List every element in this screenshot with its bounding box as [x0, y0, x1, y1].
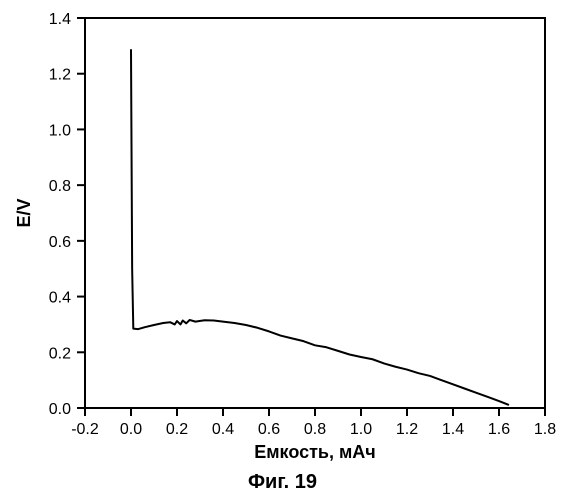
x-tick-label: 1.4: [442, 421, 464, 438]
x-tick-label: 0.4: [212, 421, 234, 438]
x-tick-label: -0.2: [71, 421, 99, 438]
y-tick-label: 0.2: [49, 345, 71, 362]
x-tick-label: 0.8: [304, 421, 326, 438]
y-tick-label: 0.8: [49, 178, 71, 195]
x-tick-label: 0.6: [258, 421, 280, 438]
x-tick-label: 1.8: [534, 421, 556, 438]
y-tick-label: 0.6: [49, 234, 71, 251]
x-tick-label: 0.0: [120, 421, 142, 438]
y-tick-label: 1.2: [49, 67, 71, 84]
x-tick-label: 1.0: [350, 421, 372, 438]
figure-caption: Фиг. 19: [248, 471, 317, 493]
y-tick-label: 1.4: [49, 11, 71, 28]
x-tick-label: 0.2: [166, 421, 188, 438]
y-axis-label: E/V: [14, 198, 34, 227]
x-axis-label: Емкость, мАч: [254, 442, 376, 462]
x-tick-label: 1.2: [396, 421, 418, 438]
figure-container: -0.20.00.20.40.60.81.01.21.41.61.80.00.2…: [0, 0, 565, 500]
y-tick-label: 0.4: [49, 290, 71, 307]
chart-svg: -0.20.00.20.40.60.81.01.21.41.61.80.00.2…: [0, 0, 565, 500]
x-tick-label: 1.6: [488, 421, 510, 438]
y-tick-label: 1.0: [49, 122, 71, 139]
y-tick-label: 0.0: [49, 401, 71, 418]
